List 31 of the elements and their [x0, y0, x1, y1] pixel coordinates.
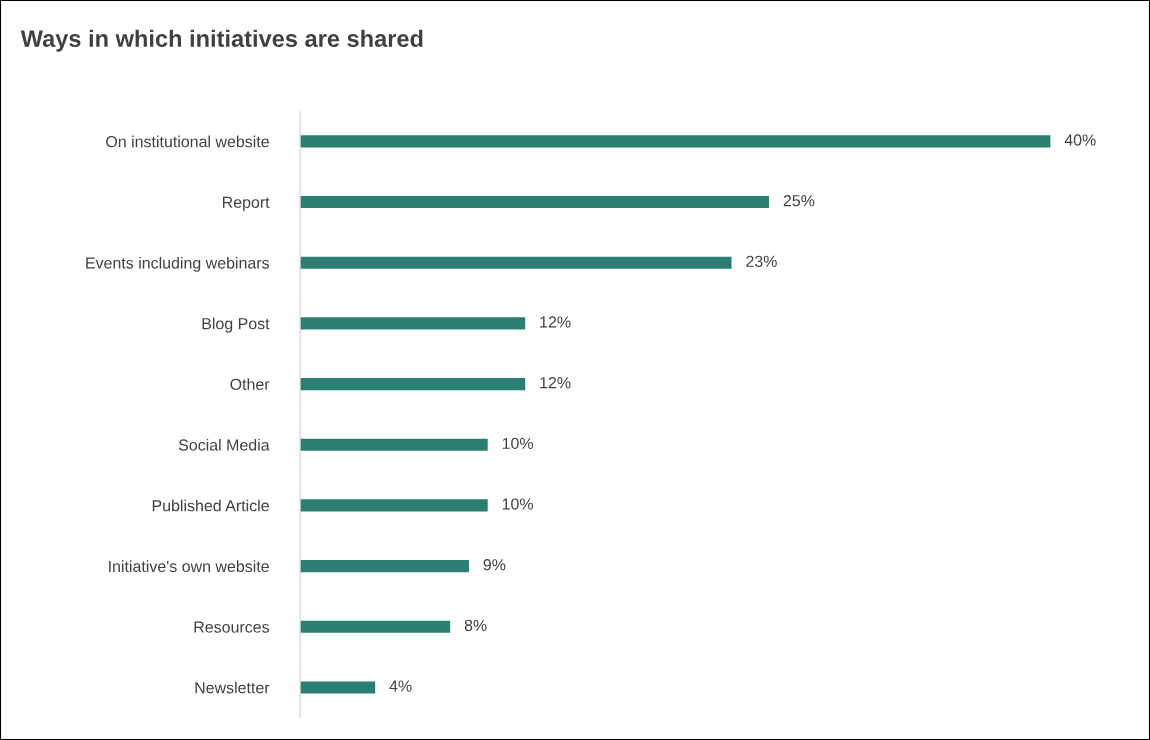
- data-label: 10%: [502, 498, 533, 510]
- data-label: 4%: [389, 680, 412, 692]
- data-label: 10%: [502, 437, 533, 450]
- y-tick-label: Initiative's own website: [109, 560, 269, 573]
- y-tick-label: Resources: [194, 621, 270, 633]
- y-tick-label: Report: [222, 196, 270, 212]
- y-tick-label: Social Media: [178, 438, 270, 451]
- y-tick-label: Events including webinars: [86, 256, 270, 272]
- y-tick-label: Other: [230, 378, 270, 390]
- bar: [300, 620, 451, 633]
- data-label: 25%: [783, 195, 815, 207]
- y-tick-label: Blog Post: [202, 317, 270, 333]
- data-label: 12%: [540, 377, 571, 389]
- bar: [300, 256, 732, 269]
- bar: [300, 681, 376, 694]
- y-tick-label: Published Article: [152, 499, 269, 512]
- bar: [300, 499, 488, 512]
- data-label: 40%: [1064, 134, 1096, 146]
- bar: [300, 195, 770, 209]
- bar: [300, 317, 526, 330]
- chart-title: Ways in which initiatives are shared: [20, 29, 423, 52]
- data-label: 9%: [483, 559, 506, 571]
- bar: [300, 438, 488, 451]
- bar: [300, 560, 469, 573]
- y-tick-label: Newsletter: [195, 681, 270, 694]
- y-tick-label: On institutional website: [106, 135, 269, 148]
- bar: [300, 135, 1051, 148]
- data-label: 23%: [746, 255, 777, 267]
- data-label: 12%: [540, 316, 571, 328]
- bar: [300, 377, 526, 391]
- data-label: 8%: [464, 619, 487, 632]
